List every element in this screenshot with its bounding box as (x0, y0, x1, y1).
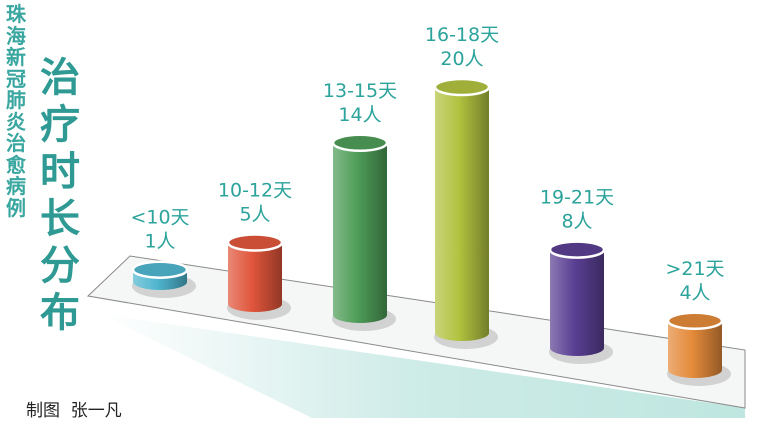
bar-2 (228, 242, 282, 312)
category-label: 16-18天 (425, 24, 499, 46)
bar-5 (550, 249, 604, 356)
value-label: 20人 (440, 48, 483, 70)
floor-shadow (100, 314, 745, 418)
value-label: 4人 (679, 282, 710, 304)
chart-credit: 制图 张一凡 (26, 401, 122, 421)
bar-4 (435, 87, 489, 341)
value-label: 8人 (561, 211, 592, 233)
bar-6 (668, 320, 722, 378)
bar-top-2 (226, 233, 284, 252)
chart-title: 治疗时长分布 (40, 54, 80, 336)
bar-top-3 (331, 133, 389, 153)
value-label: 14人 (338, 104, 381, 126)
category-label: <10天 (130, 207, 189, 229)
category-label: 13-15天 (323, 80, 397, 102)
category-label: >21天 (665, 258, 724, 280)
value-label: 1人 (144, 231, 175, 253)
bar-top-4 (433, 77, 491, 97)
category-label: 10-12天 (218, 180, 292, 202)
bar-3 (333, 142, 387, 323)
bar-top-6 (666, 311, 724, 331)
bar-top-5 (548, 240, 606, 259)
category-label: 19-21天 (540, 187, 614, 209)
chart-subtitle: 珠海新冠肺炎治愈病例 (6, 2, 26, 220)
value-label: 5人 (239, 204, 270, 226)
bar-top-1 (131, 260, 189, 279)
